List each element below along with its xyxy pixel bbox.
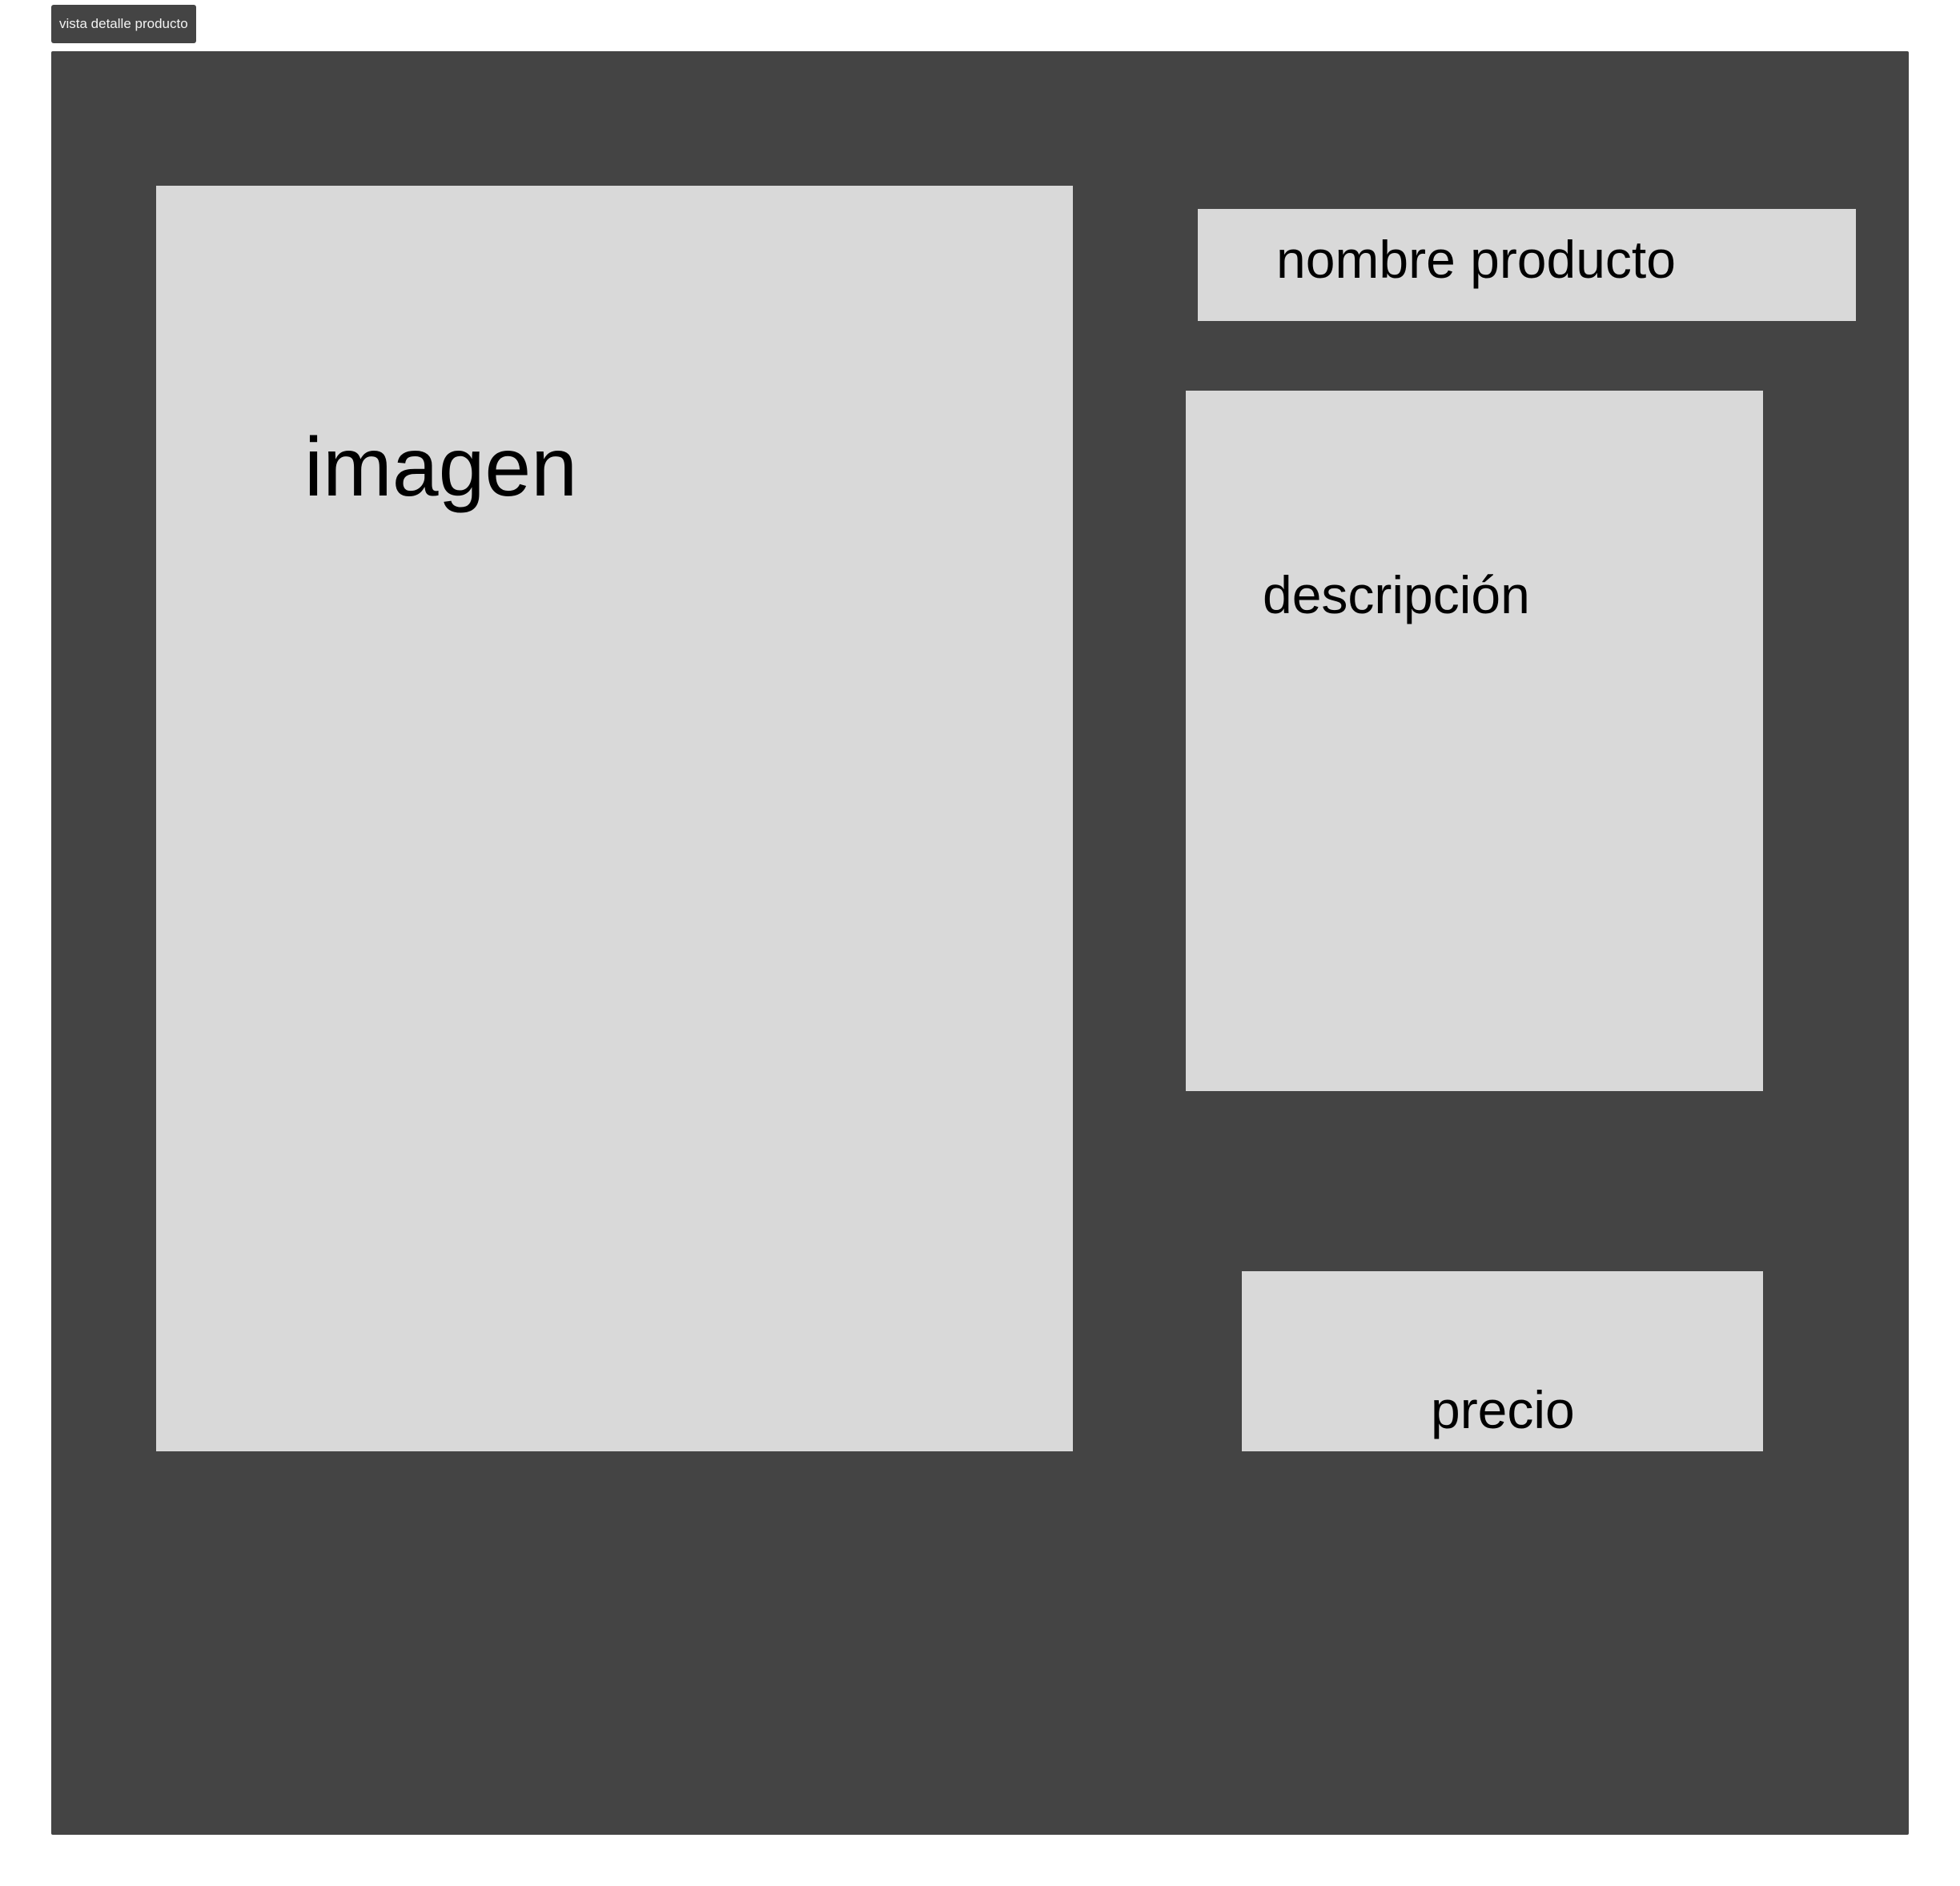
product-price-label: precio xyxy=(1431,1380,1575,1439)
product-description-placeholder: descripción xyxy=(1186,391,1763,1091)
product-price-placeholder: precio xyxy=(1242,1271,1763,1451)
product-image-label: imagen xyxy=(304,421,578,514)
frame-label[interactable]: vista detalle producto xyxy=(51,5,196,43)
product-image-placeholder: imagen xyxy=(156,186,1073,1451)
product-name-placeholder: nombre producto xyxy=(1198,209,1856,321)
product-name-label: nombre producto xyxy=(1276,230,1676,289)
product-detail-frame: imagen nombre producto descripción preci… xyxy=(51,51,1909,1835)
product-description-label: descripción xyxy=(1263,565,1530,624)
